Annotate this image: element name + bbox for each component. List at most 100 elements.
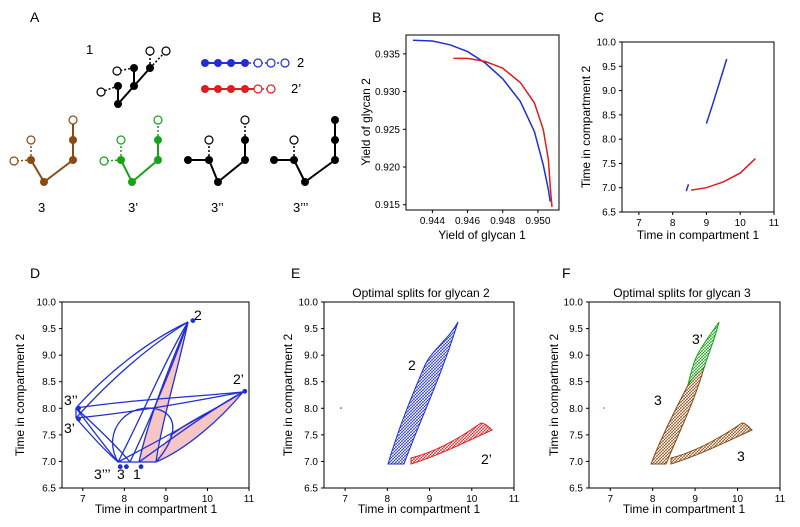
region-f-3p bbox=[687, 321, 720, 386]
x-tick-label: 7 bbox=[607, 494, 613, 505]
points-d bbox=[76, 318, 248, 470]
panel-b-chart: 0.944 0.946 0.948 0.950 0.915 0.920 0.925 0.930… bbox=[359, 34, 560, 242]
x-tick-label: 8 bbox=[385, 494, 391, 505]
x-tick-label: 11 bbox=[769, 218, 780, 229]
glycan-3pp-diagram bbox=[184, 115, 250, 186]
x-tick-label: 10 bbox=[202, 494, 214, 505]
y-tick-label: 7.0 bbox=[569, 457, 583, 468]
f-label-3-lower: 3 bbox=[737, 448, 745, 464]
y-tick-label: 7.0 bbox=[304, 457, 318, 468]
panel-f-chart: 7 8 9 10 11 6.5 7.0 7.5 8.0 8.5 9.0 9.5 10.0 Optimal… bbox=[547, 286, 786, 516]
plot-frame-d bbox=[61, 301, 250, 489]
x-tick-label: 11 bbox=[775, 494, 786, 505]
x-tick-label: 9 bbox=[427, 494, 433, 505]
panel-label-c: C bbox=[594, 9, 604, 25]
region-e-2 bbox=[387, 321, 459, 465]
point-d-node bbox=[190, 318, 196, 323]
y-axis-label-e: Time in compartment 2 bbox=[281, 334, 295, 457]
x-tick-label: 11 bbox=[509, 494, 520, 505]
y-tick-label: 7.0 bbox=[602, 183, 616, 194]
y-tick-label: 0.915 bbox=[375, 200, 400, 211]
y-tick-label: 9.0 bbox=[304, 351, 318, 362]
panel-c-chart: 7 8 9 10 11 6.5 7.0 7.5 8.0 8.5 9.0 9.5 10.0 Time in… bbox=[579, 38, 780, 243]
axis-ticks-c: 7 8 9 10 11 6.5 7.0 7.5 8.0 8.5 9.0 9.5 10.0 bbox=[597, 38, 780, 230]
e-label-2: 2 bbox=[408, 357, 416, 373]
panel-label-d: D bbox=[30, 265, 40, 281]
x-tick-label: 10 bbox=[732, 494, 744, 505]
d-label-3: 3 bbox=[117, 466, 125, 482]
y-tick-label: 0.925 bbox=[375, 125, 400, 136]
point-d-node bbox=[138, 464, 144, 470]
chart-title-f: Optimal splits for glycan 3 bbox=[613, 286, 751, 300]
point-d-node bbox=[124, 464, 129, 470]
y-tick-label: 9.5 bbox=[304, 324, 318, 335]
panel-a-glycans: 1 2 2’ bbox=[9, 42, 339, 215]
series-line-blue bbox=[412, 39, 551, 202]
y-tick-label: 8.5 bbox=[304, 377, 318, 388]
glycan-label-3pp: 3’’ bbox=[211, 200, 224, 215]
x-tick-label: 11 bbox=[244, 494, 255, 505]
x-tick-label: 0.950 bbox=[525, 216, 550, 227]
glycan-label-3: 3 bbox=[38, 200, 45, 215]
series-b bbox=[412, 39, 553, 208]
glycan-label-3ppp: 3’’’ bbox=[293, 200, 309, 215]
e-label-2p: 2’ bbox=[481, 451, 492, 467]
glycan-3p-diagram bbox=[99, 115, 163, 186]
y-tick-label: 7.5 bbox=[42, 430, 56, 441]
x-tick-label: 7 bbox=[636, 218, 642, 229]
series-line-red bbox=[453, 57, 553, 208]
glycan-label-1: 1 bbox=[86, 42, 93, 57]
glycan-label-2p: 2’ bbox=[291, 81, 301, 96]
y-tick-label: 0.935 bbox=[375, 49, 400, 60]
glycan-3ppp-diagram bbox=[270, 116, 339, 186]
y-tick-label: 10.0 bbox=[299, 298, 319, 309]
x-tick-label: 9 bbox=[163, 494, 169, 505]
panel-label-a: A bbox=[30, 9, 40, 25]
y-tick-label: 0.920 bbox=[375, 163, 400, 174]
curve-d-3pp-3 bbox=[75, 407, 131, 463]
y-tick-label: 9.5 bbox=[42, 324, 56, 335]
series-c bbox=[685, 58, 756, 192]
chart-title-e: Optimal splits for glycan 2 bbox=[352, 286, 490, 300]
y-tick-label: 0.930 bbox=[375, 87, 400, 98]
d-label-3p: 3’ bbox=[64, 420, 75, 436]
y-axis-label-b: Yield of glycan 2 bbox=[359, 78, 373, 166]
y-tick-label: 7.5 bbox=[602, 159, 616, 170]
y-tick-label: 6.5 bbox=[42, 484, 56, 495]
axis-ticks-e: 7 8 9 10 11 6.5 7.0 7.5 8.0 8.5 9.0 9.5 10.0 bbox=[299, 298, 520, 506]
y-tick-label: 8.0 bbox=[304, 404, 318, 415]
glycan-2-diagram bbox=[201, 58, 290, 68]
curve-d-3p-3ppp bbox=[75, 417, 119, 463]
d-label-3pp: 3’’ bbox=[64, 392, 78, 408]
axis-ticks-f: 7 8 9 10 11 6.5 7.0 7.5 8.0 8.5 9.0 9.5 10.0 bbox=[564, 298, 786, 506]
x-tick-label: 0.948 bbox=[490, 216, 515, 227]
y-tick-label: 7.5 bbox=[569, 430, 583, 441]
panel-e-chart: 7 8 9 10 11 6.5 7.0 7.5 8.0 8.5 9.0 9.5 10.0 Optimal… bbox=[281, 286, 520, 516]
x-tick-label: 10 bbox=[466, 494, 478, 505]
y-tick-label: 6.5 bbox=[304, 484, 318, 495]
d-label-2p: 2’ bbox=[233, 371, 244, 387]
network-curves-d bbox=[75, 321, 244, 463]
plot-frame-f bbox=[588, 301, 781, 489]
y-tick-label: 6.5 bbox=[602, 208, 616, 219]
plot-frame-e bbox=[323, 301, 515, 489]
panel-label-b: B bbox=[372, 9, 381, 25]
x-axis-label-d: Time in compartment 1 bbox=[95, 502, 218, 516]
plot-frame-b bbox=[405, 34, 560, 211]
series-line-blue-lower bbox=[685, 184, 690, 192]
x-tick-label: 0.946 bbox=[455, 216, 480, 227]
curve-d-1-2a bbox=[138, 321, 189, 463]
y-tick-label: 8.5 bbox=[42, 377, 56, 388]
y-axis-label-c: Time in compartment 2 bbox=[579, 66, 593, 189]
f-label-3p: 3’ bbox=[692, 331, 703, 347]
x-tick-label: 10 bbox=[735, 218, 747, 229]
y-tick-label: 9.0 bbox=[602, 86, 616, 97]
point-d-node bbox=[117, 464, 123, 470]
f-label-3: 3 bbox=[654, 392, 662, 408]
panel-d-chart: 7 8 9 10 11 6.5 7.0 7.5 8.0 8.5 9.0 9.5 10.0 bbox=[13, 298, 255, 517]
y-tick-label: 9.0 bbox=[42, 351, 56, 362]
panel-label-e: E bbox=[291, 265, 300, 281]
x-axis-label-b: Yield of glycan 1 bbox=[438, 228, 526, 242]
curve-d-3pp-2p bbox=[75, 391, 244, 409]
